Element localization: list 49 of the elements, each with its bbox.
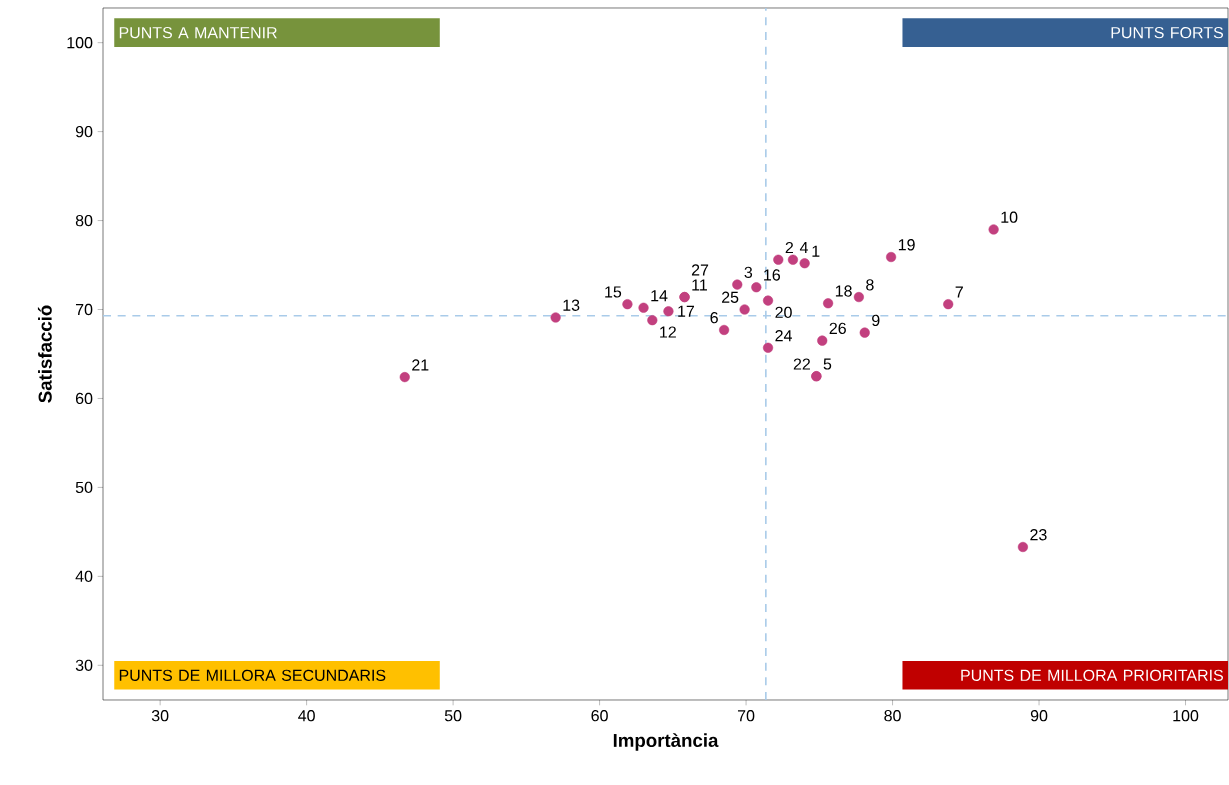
annotation: 9 <box>872 314 880 327</box>
x-tick-label: 100 <box>1173 710 1199 722</box>
annotation: 11 <box>692 279 707 291</box>
annotation: 12 <box>660 326 676 338</box>
annotation: 1 <box>812 245 820 257</box>
annotation: 26 <box>829 322 846 335</box>
annotation: 20 <box>775 306 792 319</box>
annotation: 7 <box>955 286 963 298</box>
annotation: 18 <box>835 285 852 297</box>
annotation: 13 <box>563 299 580 311</box>
x-axis-title: Importància <box>613 733 719 751</box>
annotation: 8 <box>866 279 874 291</box>
annotation: PUNTS FORTS <box>1111 26 1224 39</box>
annotation: PUNTS DE MILLORA SECUNDARIS <box>119 669 386 681</box>
annotation: 10 <box>1001 211 1018 223</box>
annotation: 27 <box>691 264 709 276</box>
annotation: 22 <box>793 358 810 370</box>
annotation: 15 <box>605 286 622 298</box>
x-tick-label: 30 <box>151 710 169 722</box>
annotation: PUNTS A MANTENIR <box>119 26 277 39</box>
annotation: 24 <box>775 329 792 342</box>
annotation: 17 <box>678 305 695 317</box>
annotation: 6 <box>710 312 718 324</box>
y-tick-label: 90 <box>75 125 93 138</box>
y-tick-label: 40 <box>75 570 93 583</box>
annotation: 25 <box>722 291 739 303</box>
annotation: 21 <box>412 359 429 371</box>
annotation: 19 <box>898 239 915 251</box>
x-tick-label: 40 <box>298 710 315 722</box>
annotation: PUNTS DE MILLORA PRIORITARIS <box>961 669 1223 681</box>
annotation: 16 <box>764 269 781 281</box>
y-tick-label: 100 <box>67 37 93 49</box>
y-tick-label: 70 <box>75 303 93 316</box>
x-tick-label: 90 <box>1030 710 1048 722</box>
y-tick-label: 30 <box>75 659 93 671</box>
annotation: 3 <box>744 266 753 278</box>
x-tick-label: 50 <box>444 710 462 722</box>
y-tick-label: 60 <box>75 392 93 405</box>
annotation: 2 <box>785 241 793 254</box>
y-tick-label: 50 <box>75 481 93 494</box>
annotation: 4 <box>799 242 808 254</box>
y-axis-title: Satisfacció <box>37 305 52 403</box>
annotation: 14 <box>651 290 668 302</box>
annotation: 5 <box>823 358 832 370</box>
y-tick-label: 80 <box>75 214 93 227</box>
x-tick-label: 80 <box>884 710 901 722</box>
x-tick-label: 60 <box>591 710 608 722</box>
x-tick-label: 70 <box>737 710 755 722</box>
annotation: 23 <box>1030 529 1047 541</box>
